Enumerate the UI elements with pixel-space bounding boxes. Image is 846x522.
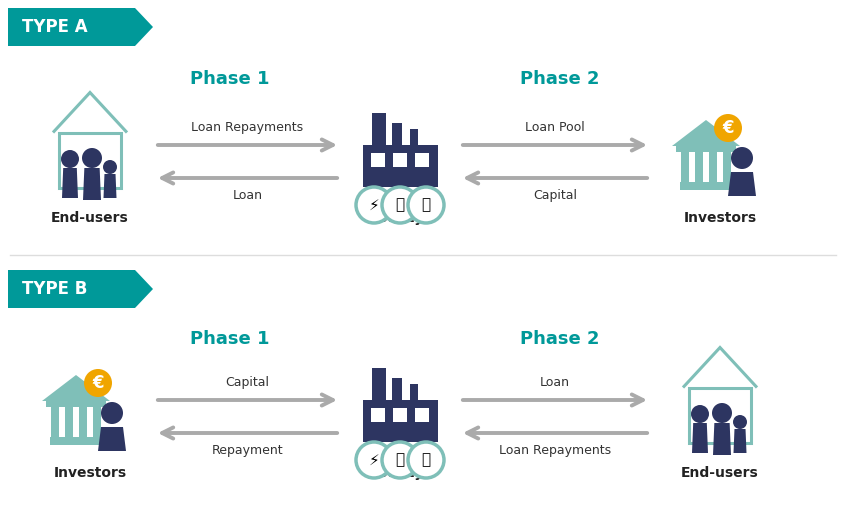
Text: Utility: Utility — [376, 211, 424, 225]
Circle shape — [356, 187, 392, 223]
Text: TYPE A: TYPE A — [22, 18, 88, 36]
Text: End-users: End-users — [681, 466, 759, 480]
Text: Loan: Loan — [540, 376, 570, 389]
Text: Investors: Investors — [53, 466, 127, 480]
Bar — [372, 368, 386, 402]
Polygon shape — [8, 8, 153, 46]
Text: TYPE B: TYPE B — [22, 280, 87, 298]
Circle shape — [733, 415, 747, 429]
Circle shape — [356, 442, 392, 478]
Circle shape — [714, 114, 742, 142]
Polygon shape — [692, 423, 708, 453]
Text: Loan Repayments: Loan Repayments — [499, 444, 611, 457]
Text: €: € — [722, 119, 733, 137]
Text: Utility: Utility — [376, 466, 424, 480]
Polygon shape — [42, 375, 110, 401]
Text: ⚡: ⚡ — [369, 197, 379, 212]
Circle shape — [408, 442, 444, 478]
Text: Phase 2: Phase 2 — [520, 70, 600, 88]
Circle shape — [82, 148, 102, 168]
Text: Loan: Loan — [233, 189, 262, 202]
Bar — [681, 150, 689, 184]
Text: ⚡: ⚡ — [369, 453, 379, 468]
Bar — [79, 405, 87, 439]
Text: 💧: 💧 — [395, 453, 404, 468]
Bar — [362, 145, 437, 187]
Bar — [680, 182, 732, 190]
Polygon shape — [713, 423, 731, 455]
Bar — [46, 401, 106, 407]
Text: Repayment: Repayment — [212, 444, 283, 457]
Circle shape — [382, 442, 418, 478]
Text: Loan Pool: Loan Pool — [525, 121, 585, 134]
Circle shape — [382, 187, 418, 223]
Text: €: € — [92, 374, 104, 392]
Bar — [410, 129, 418, 146]
Bar — [65, 405, 73, 439]
Text: Capital: Capital — [533, 189, 577, 202]
Text: 💧: 💧 — [395, 197, 404, 212]
Circle shape — [691, 405, 709, 423]
Text: 🔥: 🔥 — [421, 197, 431, 212]
Polygon shape — [103, 174, 117, 198]
Circle shape — [84, 369, 112, 397]
Bar — [51, 405, 59, 439]
Text: Phase 1: Phase 1 — [190, 70, 270, 88]
Polygon shape — [733, 429, 746, 453]
Bar — [362, 400, 437, 442]
Bar — [392, 378, 402, 402]
Circle shape — [408, 187, 444, 223]
Polygon shape — [728, 172, 756, 196]
Polygon shape — [62, 168, 78, 198]
Text: Phase 1: Phase 1 — [190, 330, 270, 348]
Bar — [59, 133, 121, 187]
Bar — [393, 408, 407, 422]
Bar — [393, 153, 407, 167]
Polygon shape — [98, 427, 126, 451]
Bar — [415, 153, 429, 167]
Text: Phase 2: Phase 2 — [520, 330, 600, 348]
Bar — [410, 384, 418, 401]
Bar — [709, 150, 717, 184]
Bar — [723, 150, 731, 184]
Circle shape — [103, 160, 117, 174]
Text: Loan Repayments: Loan Repayments — [191, 121, 304, 134]
Bar — [392, 123, 402, 147]
Circle shape — [731, 147, 753, 169]
Bar — [415, 408, 429, 422]
Bar — [372, 113, 386, 147]
Text: 🔥: 🔥 — [421, 453, 431, 468]
Circle shape — [101, 402, 123, 424]
Bar — [93, 405, 101, 439]
Polygon shape — [83, 168, 101, 200]
Polygon shape — [672, 120, 740, 146]
Bar — [371, 153, 385, 167]
Bar — [695, 150, 703, 184]
Bar — [50, 437, 102, 445]
Text: End-users: End-users — [51, 211, 129, 225]
Bar — [689, 387, 751, 443]
Bar — [371, 408, 385, 422]
Bar — [676, 146, 736, 152]
Circle shape — [712, 403, 732, 423]
Text: Capital: Capital — [226, 376, 270, 389]
Polygon shape — [8, 270, 153, 308]
Circle shape — [61, 150, 79, 168]
Text: Investors: Investors — [684, 211, 756, 225]
